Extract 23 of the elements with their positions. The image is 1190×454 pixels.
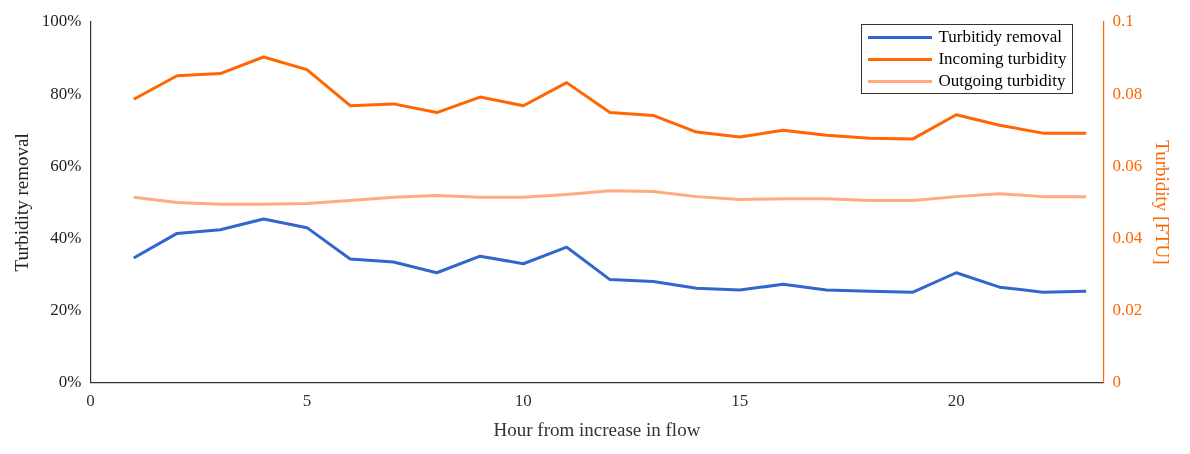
legend-label: Turbitidy removal — [938, 26, 1063, 48]
y-tick-label: 40% — [50, 227, 82, 247]
y2-tick-label: 0.02 — [1112, 300, 1143, 320]
y2-tick-label: 0.1 — [1112, 11, 1134, 31]
legend-label: Incoming turbidity — [938, 48, 1067, 70]
y-tick-label: 100% — [41, 11, 82, 31]
y-tick-label: 60% — [50, 155, 82, 175]
x-axis-title: Hour from increase in flow — [493, 418, 701, 440]
y-axis-title: Turbidity removal — [11, 133, 33, 272]
x-tick-label: 0 — [86, 391, 95, 411]
x-tick-label: 20 — [947, 391, 965, 411]
legend-label: Outgoing turbidity — [938, 70, 1066, 92]
y2-tick-label: 0.04 — [1112, 227, 1143, 247]
y-tick-label: 20% — [50, 300, 82, 320]
x-tick-label: 5 — [302, 391, 312, 411]
y2-tick-label: 0 — [1112, 372, 1121, 392]
y-tick-label: 80% — [50, 83, 82, 103]
x-tick-label: 15 — [731, 391, 749, 411]
y2-tick-label: 0.08 — [1112, 83, 1143, 103]
x-tick-label: 10 — [514, 391, 532, 411]
y-tick-label: 0% — [58, 372, 82, 392]
y2-axis-title: Turbidity [FTU] — [1151, 140, 1173, 265]
y2-tick-label: 0.06 — [1112, 155, 1143, 175]
